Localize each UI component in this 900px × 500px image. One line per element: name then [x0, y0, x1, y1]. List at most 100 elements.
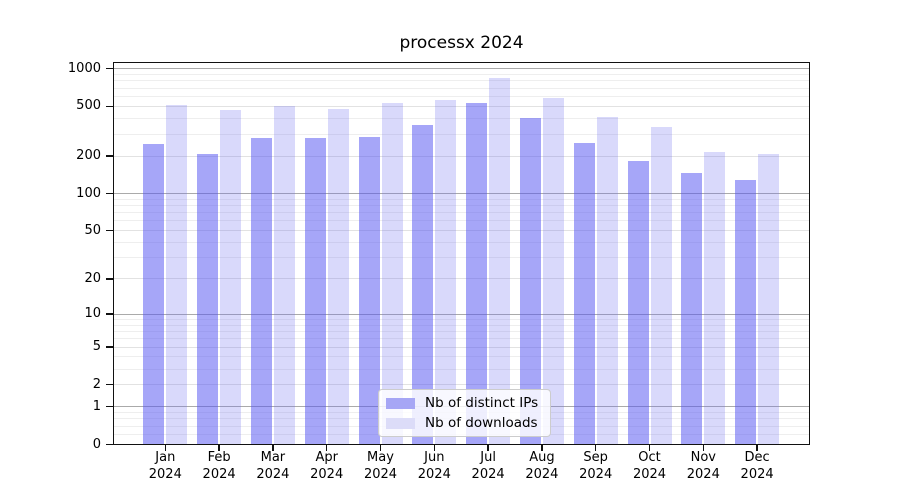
minor-gridline — [113, 118, 810, 120]
bar-distinct-ips — [143, 144, 165, 444]
legend: Nb of distinct IPs Nb of downloads — [378, 389, 552, 437]
minor-gridline — [113, 96, 810, 98]
bar-downloads — [542, 98, 564, 444]
y-axis-tick-label: 20 — [84, 270, 101, 286]
bar-downloads — [220, 109, 242, 444]
x-axis-tick-label: Sep 2024 — [579, 450, 613, 482]
bar-distinct-ips — [735, 179, 757, 444]
minor-gridline — [113, 87, 810, 89]
minor-gridline — [113, 205, 810, 207]
bar-downloads — [381, 103, 403, 444]
x-axis-tick-label: Jul 2024 — [471, 450, 505, 482]
x-tick-mark — [541, 445, 543, 451]
legend-label-distinct-ips: Nb of distinct IPs — [425, 395, 539, 411]
y-tick-mark — [106, 105, 113, 108]
x-axis-tick-label: Apr 2024 — [310, 450, 344, 482]
bar-downloads — [327, 108, 349, 444]
major-gridline — [113, 193, 810, 195]
y-axis-tick-label: 2 — [92, 376, 101, 392]
x-tick-mark — [164, 445, 166, 451]
minor-gridline — [113, 257, 810, 259]
x-axis-tick-label: May 2024 — [363, 450, 398, 482]
y-tick-mark — [106, 406, 113, 408]
minor-gridline — [113, 368, 810, 370]
minor-gridline — [113, 338, 810, 340]
x-axis-tick-label: Feb 2024 — [202, 450, 236, 482]
y-axis-tick-label: 10 — [84, 306, 101, 322]
legend-swatch-downloads — [386, 417, 415, 429]
bar-distinct-ips — [412, 124, 434, 444]
legend-item-downloads: Nb of downloads — [386, 416, 538, 430]
x-tick-mark — [326, 445, 328, 451]
x-axis-tick-label: Nov 2024 — [686, 450, 720, 482]
x-axis-tick-label: Aug 2024 — [525, 450, 559, 482]
y-tick-mark — [106, 313, 113, 315]
minor-gridline — [113, 356, 810, 358]
minor-gridline — [113, 80, 810, 82]
gridline — [113, 155, 810, 157]
bar-downloads — [650, 127, 672, 444]
x-tick-mark — [379, 445, 382, 451]
y-tick-mark — [106, 230, 113, 232]
plot-area — [113, 62, 810, 445]
x-axis-tick-label: Mar 2024 — [256, 450, 290, 482]
bar-distinct-ips — [627, 160, 649, 444]
bar-distinct-ips — [197, 154, 219, 444]
bar-downloads — [273, 105, 295, 444]
y-axis-tick-label: 100 — [76, 185, 101, 201]
minor-gridline — [113, 318, 810, 320]
y-axis-tick-label: 5 — [92, 339, 101, 355]
y-tick-mark — [106, 443, 113, 446]
bar-downloads — [166, 104, 188, 444]
bar-downloads — [435, 99, 457, 444]
minor-gridline — [113, 220, 810, 222]
minor-gridline — [113, 198, 810, 200]
y-tick-mark — [106, 346, 113, 348]
x-axis-tick-label: Jan 2024 — [148, 450, 182, 482]
major-gridline — [113, 68, 810, 70]
x-tick-mark — [595, 445, 597, 451]
legend-label-downloads: Nb of downloads — [425, 415, 538, 431]
minor-gridline — [113, 133, 810, 135]
y-axis-tick-label: 500 — [76, 98, 101, 114]
x-axis-tick-label: Dec 2024 — [740, 450, 774, 482]
y-tick-mark — [106, 192, 113, 195]
y-tick-mark — [106, 278, 113, 280]
minor-gridline — [113, 324, 810, 326]
gridline — [113, 230, 810, 232]
y-axis-tick-label: 0 — [92, 436, 101, 452]
bar-distinct-ips — [358, 136, 380, 444]
bar-distinct-ips — [466, 102, 488, 444]
x-axis-tick-label: Jun 2024 — [417, 450, 451, 482]
gridline — [113, 105, 810, 107]
y-tick-mark — [106, 155, 113, 157]
major-gridline — [113, 313, 810, 315]
minor-gridline — [113, 74, 810, 76]
bar-distinct-ips — [304, 137, 326, 444]
x-tick-mark — [218, 445, 220, 451]
chart-title: processx 2024 — [399, 33, 524, 53]
bar-distinct-ips — [519, 117, 541, 444]
bar-distinct-ips — [250, 137, 272, 444]
x-tick-mark — [648, 445, 651, 451]
x-tick-mark — [702, 445, 704, 451]
y-axis-tick-label: 1 — [92, 398, 101, 414]
legend-swatch-distinct-ips — [386, 397, 415, 409]
minor-gridline — [113, 212, 810, 214]
gridline — [113, 384, 810, 386]
x-axis-tick-label: Oct 2024 — [632, 450, 667, 482]
y-tick-mark — [106, 68, 113, 70]
bar-distinct-ips — [573, 142, 595, 444]
gridline — [113, 346, 810, 348]
gridline — [113, 278, 810, 280]
x-tick-mark — [756, 445, 758, 451]
legend-item-distinct-ips: Nb of distinct IPs — [386, 396, 538, 410]
y-tick-mark — [106, 384, 113, 386]
x-tick-mark — [272, 445, 274, 451]
x-tick-mark — [487, 445, 489, 451]
y-axis-tick-label: 1000 — [67, 60, 101, 76]
y-axis-tick-label: 50 — [84, 222, 101, 238]
bar-downloads — [704, 151, 726, 444]
minor-gridline — [113, 242, 810, 244]
